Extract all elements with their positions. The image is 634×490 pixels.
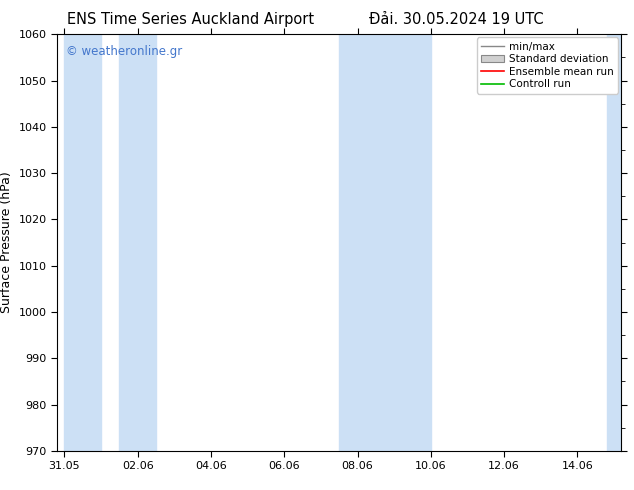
Bar [339,34,394,451]
Legend: min/max, Standard deviation, Ensemble mean run, Controll run: min/max, Standard deviation, Ensemble me… [477,37,618,94]
Text: © weatheronline.gr: © weatheronline.gr [65,45,182,58]
Bar [119,34,156,451]
Bar [607,34,621,451]
Bar [65,34,101,451]
Text: ENS Time Series Auckland Airport: ENS Time Series Auckland Airport [67,12,314,27]
Text: Đải. 30.05.2024 19 UTC: Đải. 30.05.2024 19 UTC [369,12,544,27]
Bar [394,34,430,451]
Y-axis label: Surface Pressure (hPa): Surface Pressure (hPa) [0,172,13,314]
